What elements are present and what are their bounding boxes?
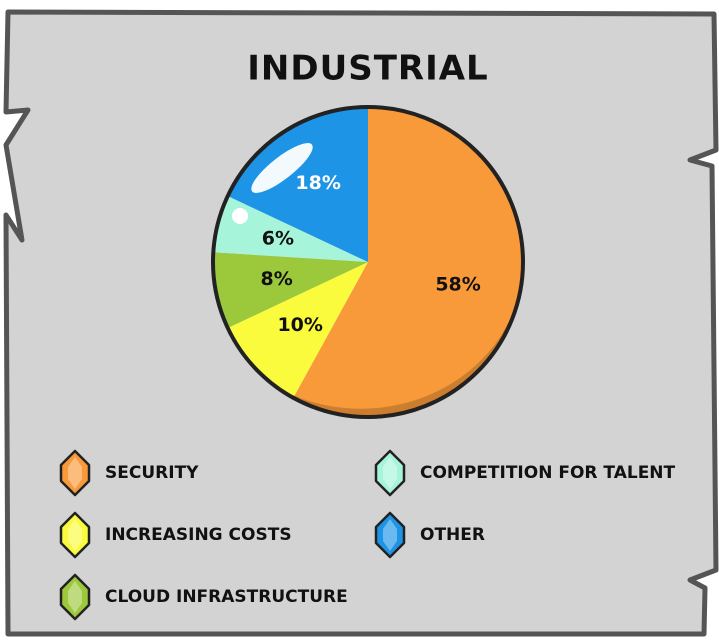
legend: SECURITY INCREASING COSTS CLOUD INFRASTRUC… — [59, 449, 676, 621]
legend-label: COMPETITION FOR TALENT — [420, 463, 676, 483]
legend-gem — [59, 449, 91, 497]
pie-outline — [211, 105, 525, 419]
legend-label: OTHER — [420, 525, 485, 545]
legend-gem-shine — [68, 519, 82, 551]
legend-gem — [59, 511, 91, 559]
data-label: 58% — [435, 274, 480, 296]
legend-gem — [59, 573, 91, 621]
data-label: 8% — [261, 268, 293, 290]
highlight — [251, 143, 313, 193]
data-label: 6% — [262, 227, 294, 249]
highlight — [232, 208, 248, 224]
data-label: 10% — [277, 314, 322, 336]
data-label: 18% — [295, 172, 340, 194]
pie-slice — [227, 262, 368, 398]
chart-title: INDUSTRIAL — [247, 49, 488, 89]
legend-gem-shine — [383, 519, 397, 551]
pie: 58% 10% 8% 6% 18% — [211, 105, 525, 419]
legend-gem — [374, 511, 406, 559]
shade — [276, 285, 522, 417]
legend-gem-shine — [383, 457, 397, 489]
legend-label: INCREASING COSTS — [105, 525, 292, 545]
legend-label: CLOUD INFRASTRUCTURE — [105, 587, 348, 607]
legend-label: SECURITY — [105, 463, 199, 483]
legend-gem-shine — [68, 457, 82, 489]
pie-slice — [293, 107, 523, 418]
pie-slice — [227, 107, 368, 262]
legend-gem-shine — [68, 581, 82, 613]
pie-slice — [213, 196, 368, 262]
pie-slice — [213, 252, 368, 328]
legend-gem — [374, 449, 406, 497]
